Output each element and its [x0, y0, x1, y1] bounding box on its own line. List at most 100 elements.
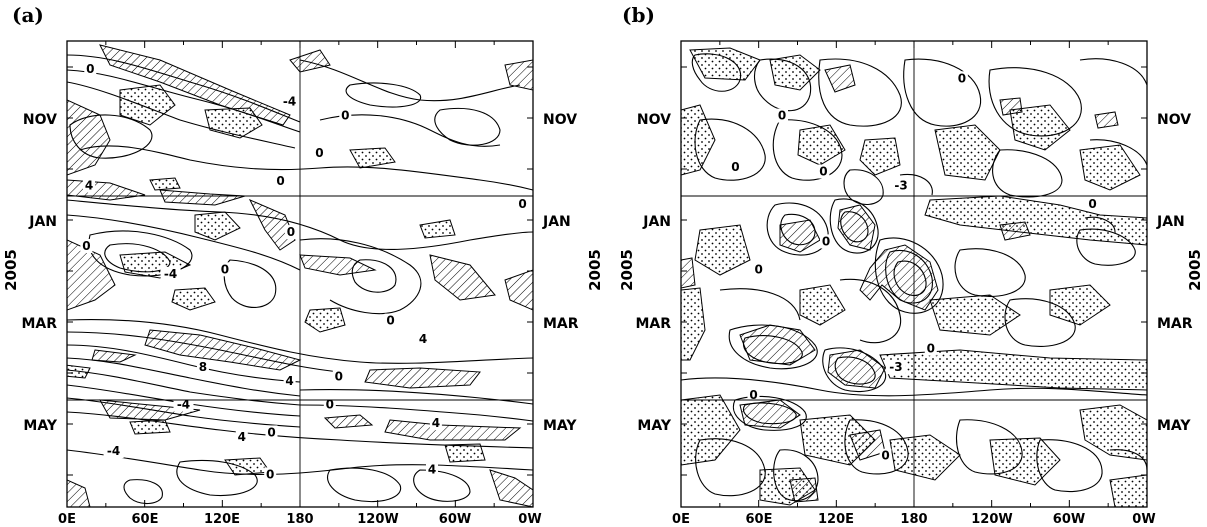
contour-label-background [339, 108, 352, 123]
y-label-nov-left: NOV [637, 112, 671, 128]
contour-label: -4 [283, 95, 296, 109]
contour-label: 0 [731, 160, 739, 174]
contour-label: 8 [199, 360, 207, 374]
contour-label-background [817, 164, 830, 179]
contour-label-background [218, 262, 231, 277]
y-label-jan-right: JAN [542, 214, 571, 230]
contour-label: 0 [822, 234, 830, 248]
contour-label: 0 [315, 146, 323, 160]
contour-label: 0 [881, 449, 889, 463]
contour-label: 4 [85, 179, 93, 193]
contour-label-background [103, 444, 124, 459]
x-tick-180: 180 [286, 512, 313, 527]
contour-label-background [516, 197, 529, 212]
contour-label-background [284, 225, 297, 240]
x-tick-0e: 0E [672, 512, 690, 527]
contour-label: 0 [335, 370, 343, 384]
contour-label: 0 [755, 262, 763, 276]
y-axis-year-right: 2005 [1186, 249, 1204, 291]
contour-label-background [891, 178, 912, 193]
contour-label-background [820, 234, 832, 249]
contour-label-background [752, 262, 765, 277]
contour-label: 0 [927, 342, 935, 356]
contour-label-background [323, 397, 336, 412]
contour-label: 0 [86, 62, 94, 76]
y-label-mar-left: MAR [635, 316, 671, 332]
panel-b: (b) [618, 3, 1204, 527]
contour-label: -4 [107, 444, 120, 458]
y-label-jan-left: JAN [642, 214, 671, 230]
contour-label-background [264, 467, 277, 482]
contour-label-background [955, 71, 968, 86]
contour-label: 4 [419, 332, 427, 346]
contour-label: 0 [958, 71, 966, 85]
panel-a-dotted-regions [67, 84, 486, 476]
y-label-mar-left: MAR [21, 316, 57, 332]
panel-a-label: (a) [12, 3, 44, 27]
panel-a-field: 0 -4 0 0 0 4 0 0 0 -4 0 0 4 8 4 0 -4 0 4… [67, 44, 533, 507]
y-axis-year-left: 2005 [618, 249, 636, 291]
x-tick-120e: 120E [204, 512, 240, 527]
y-label-jan-right: JAN [1156, 214, 1185, 230]
panel-a: (a) [2, 3, 604, 527]
contour-label: 4 [432, 416, 440, 430]
contour-label-background [429, 416, 442, 431]
contour-label-background [313, 145, 326, 160]
contour-label-background [274, 173, 287, 188]
contour-label-background [885, 360, 906, 375]
contour-label-background [279, 94, 300, 109]
contour-label-background [235, 430, 248, 445]
contour-label: 0 [267, 425, 275, 439]
y-label-may-left: MAY [23, 418, 57, 434]
contour-label-background [426, 462, 438, 477]
contour-label-background [384, 313, 397, 328]
contour-label: 4 [285, 374, 293, 388]
y-label-nov-right: NOV [543, 112, 577, 128]
y-label-may-right: MAY [1157, 418, 1191, 434]
contour-label-background [879, 448, 892, 463]
contour-label-background [160, 267, 181, 281]
y-label-may-right: MAY [543, 418, 577, 434]
contour-label: 0 [221, 262, 229, 276]
x-tick-0e: 0E [58, 512, 76, 527]
contour-label-background [332, 369, 345, 384]
contour-label-background [747, 388, 760, 403]
contour-label-background [729, 159, 742, 174]
contour-label-background [924, 341, 937, 356]
y-axis-year-left: 2005 [2, 249, 20, 291]
y-label-mar-right: MAR [1157, 316, 1193, 332]
contour-label: -4 [177, 398, 190, 412]
y-label-mar-right: MAR [543, 316, 579, 332]
contour-label-background [417, 332, 429, 347]
panel-b-ticks [681, 41, 1147, 507]
x-tick-60e: 60E [746, 512, 773, 527]
contour-label: 4 [428, 463, 436, 477]
contour-label-background [173, 397, 194, 412]
contour-label: 0 [819, 165, 827, 179]
x-tick-0w: 0W [518, 512, 541, 527]
contour-label: 4 [238, 430, 246, 444]
x-tick-60w: 60W [1053, 512, 1085, 527]
contour-label: -4 [164, 267, 177, 281]
y-label-jan-left: JAN [28, 214, 57, 230]
y-label-nov-right: NOV [1157, 112, 1191, 128]
contour-label-background [196, 360, 209, 375]
contour-label-background [80, 239, 93, 253]
contour-label: 0 [341, 109, 349, 123]
contour-label-background [776, 108, 788, 123]
x-tick-0w: 0W [1132, 512, 1155, 527]
panel-b-label: (b) [622, 3, 655, 27]
contour-label-background [265, 425, 278, 440]
contour-label: 0 [276, 174, 284, 188]
contour-label-background [1086, 197, 1099, 212]
x-tick-120e: 120E [818, 512, 854, 527]
contour-label: 0 [749, 388, 757, 402]
contour-label: 0 [518, 197, 526, 211]
x-tick-60w: 60W [439, 512, 471, 527]
panel-a-contour-labels: 0 -4 0 0 0 4 0 0 0 -4 0 0 4 8 4 0 -4 0 4… [80, 62, 529, 482]
contour-label-background [83, 178, 95, 193]
contour-label: -3 [889, 360, 902, 374]
contour-label-background [283, 374, 296, 389]
contour-label: 0 [287, 225, 295, 239]
